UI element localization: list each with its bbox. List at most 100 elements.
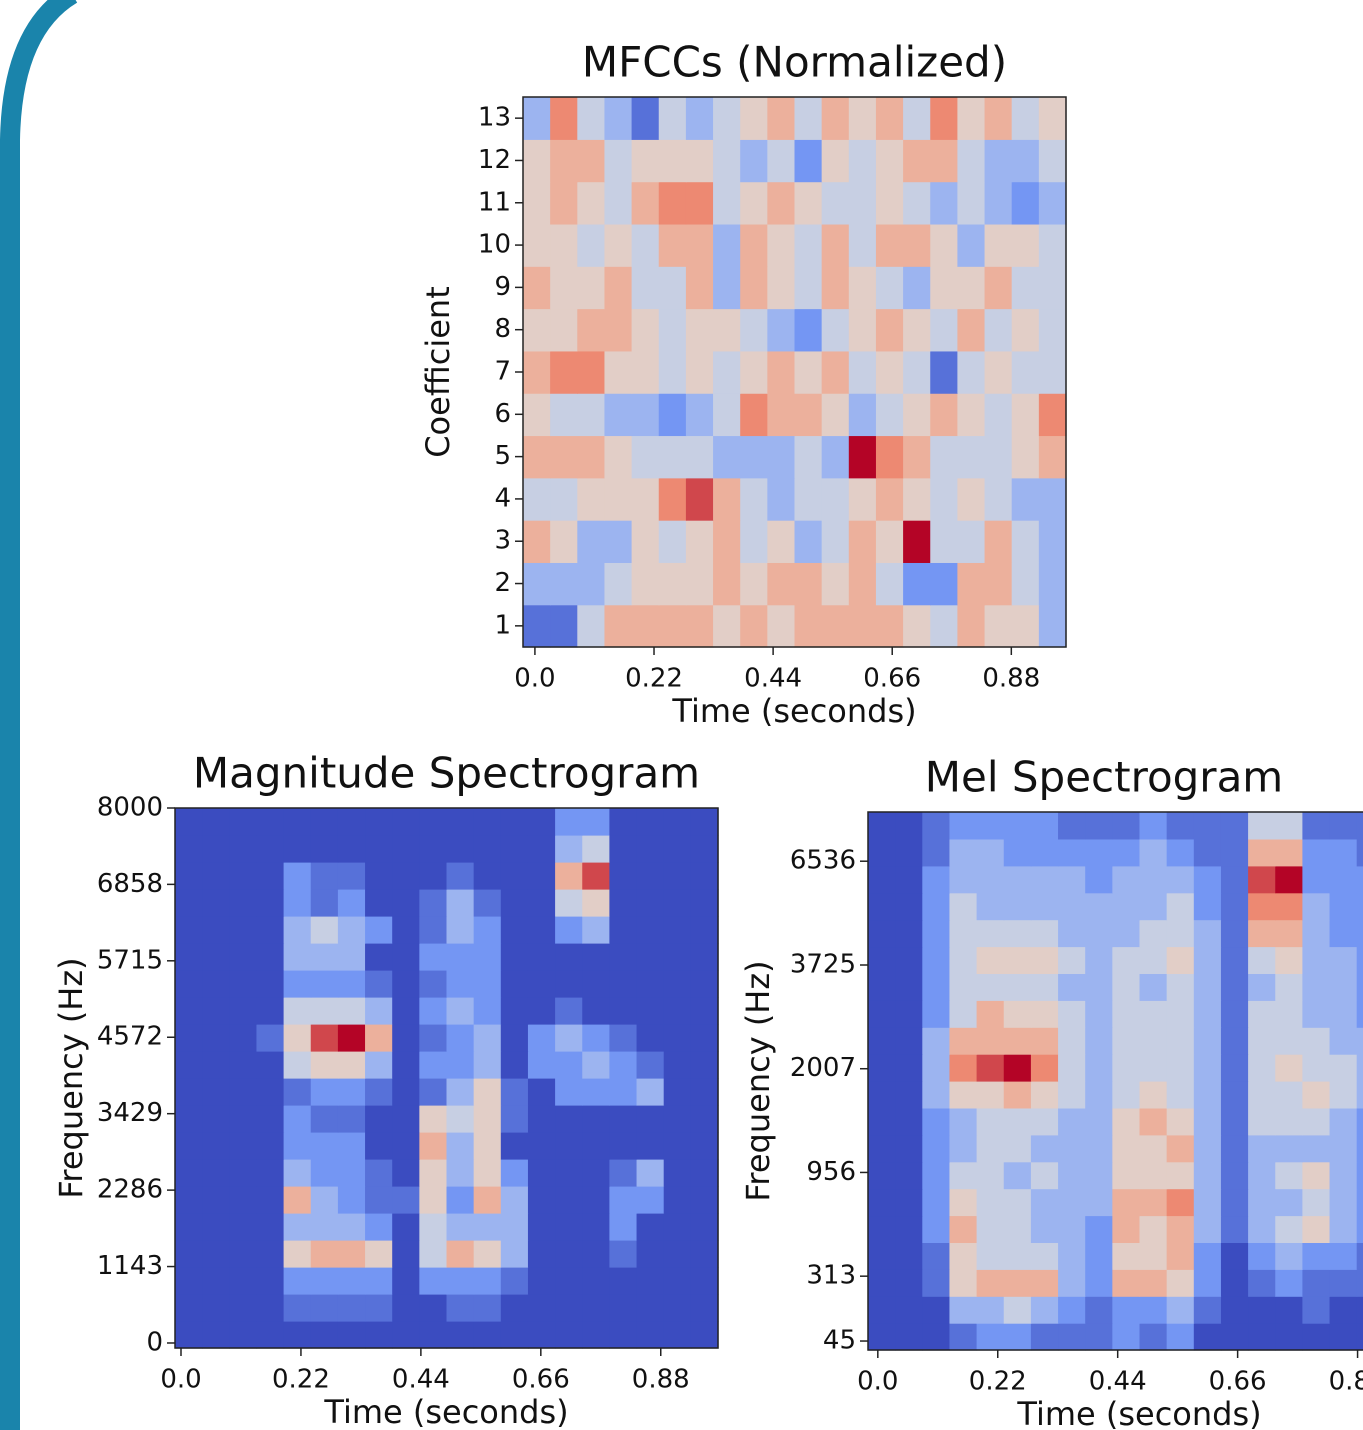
heatmap-cell: [1112, 892, 1141, 921]
heatmap-cell: [1248, 1027, 1276, 1055]
heatmap-cell: [1302, 1081, 1331, 1109]
heatmap-cell: [527, 1321, 556, 1349]
heatmap-cell: [663, 970, 692, 998]
heatmap-cell: [1085, 812, 1113, 840]
heatmap-cell: [365, 808, 393, 836]
heatmap-cell: [984, 350, 1013, 394]
heatmap-cell: [604, 139, 633, 183]
heatmap-cell: [930, 97, 958, 140]
heatmap-cell: [957, 181, 986, 225]
heatmap-cell: [1248, 1134, 1276, 1163]
heatmap-cell: [1329, 812, 1358, 840]
heatmap-cell: [1085, 919, 1113, 948]
heatmap-cell: [1248, 812, 1276, 840]
heatmap-cell: [1356, 1296, 1363, 1324]
heatmap-cell: [1058, 973, 1086, 1001]
heatmap-cell: [1139, 1081, 1168, 1109]
heatmap-cell: [229, 1213, 258, 1241]
heatmap-cell: [658, 97, 687, 140]
heatmap-cell: [473, 1132, 502, 1160]
heatmap-cell: [419, 835, 448, 863]
heatmap-cell: [957, 393, 986, 437]
heatmap-cell: [609, 1294, 638, 1322]
heatmap-cell: [1038, 435, 1067, 479]
heatmap-cell: [740, 350, 768, 394]
y-tick-label: 9: [494, 272, 511, 302]
heatmap-cell: [392, 1105, 420, 1133]
heatmap-cell: [1356, 1242, 1363, 1270]
heatmap-cell: [202, 1294, 230, 1322]
heatmap-cell: [794, 181, 823, 225]
heatmap-cell: [550, 266, 578, 310]
heatmap-cell: [283, 1024, 312, 1052]
heatmap-cell: [848, 562, 877, 606]
y-tick-label: 6536: [790, 846, 856, 876]
heatmap-cell: [1058, 1054, 1086, 1082]
heatmap-cell: [636, 808, 665, 836]
heatmap-cell: [1302, 1000, 1331, 1028]
heatmap-cell: [229, 835, 258, 863]
heatmap-cell: [500, 916, 529, 944]
heatmap-cell: [690, 1024, 719, 1052]
heatmap-cell: [895, 1323, 923, 1351]
heatmap-cell: [875, 266, 904, 310]
heatmap-cell: [446, 997, 475, 1025]
heatmap-cell: [310, 1051, 339, 1079]
heatmap-cell: [794, 477, 823, 521]
heatmap-cell: [555, 1294, 583, 1322]
heatmap-cell: [1220, 1027, 1249, 1055]
heatmap-cell: [713, 181, 741, 225]
heatmap-cell: [949, 1296, 978, 1324]
heatmap-cell: [1085, 1054, 1113, 1082]
heatmap-cell: [229, 1051, 258, 1079]
heatmap-cell: [1058, 812, 1086, 840]
heatmap-cell: [1275, 1000, 1303, 1028]
heatmap-cell: [523, 435, 551, 479]
heatmap-cell: [984, 181, 1013, 225]
heatmap-cell: [663, 1051, 692, 1079]
heatmap-cell: [500, 835, 529, 863]
heatmap-cell: [609, 1213, 638, 1241]
heatmap-cell: [1085, 1296, 1113, 1324]
heatmap-cell: [1011, 435, 1040, 479]
heatmap-cell: [690, 1267, 719, 1295]
heatmap-cell: [658, 139, 687, 183]
heatmap-cell: [283, 1132, 312, 1160]
heatmap-cell: [283, 1267, 312, 1295]
heatmap-cell: [229, 808, 258, 836]
heatmap-cell: [310, 1105, 339, 1133]
heatmap-cell: [922, 1161, 951, 1190]
heatmap-cell: [229, 1105, 258, 1133]
heatmap-cell: [868, 946, 896, 974]
heatmap-cell: [365, 916, 393, 944]
heatmap-cell: [500, 1267, 529, 1295]
heatmap-cell: [365, 835, 393, 863]
heatmap-cell: [1248, 1161, 1276, 1190]
heatmap-cell: [713, 139, 741, 183]
heatmap-cell: [868, 1000, 896, 1028]
heatmap-cell: [1302, 865, 1331, 894]
heatmap-cell: [794, 562, 823, 606]
heatmap-cell: [1329, 1134, 1358, 1163]
heatmap-cell: [310, 1321, 339, 1349]
heatmap-cell: [609, 1051, 638, 1079]
heatmap-cell: [631, 181, 660, 225]
heatmap-cell: [658, 181, 687, 225]
chart-title: Magnitude Spectrogram: [193, 749, 700, 798]
heatmap-cell: [658, 308, 687, 352]
x-tick-label: 0.22: [625, 664, 683, 694]
heatmap-cell: [1329, 1188, 1358, 1217]
heatmap-cell: [446, 1213, 475, 1241]
heatmap-cell: [1166, 1081, 1195, 1109]
heatmap-cell: [527, 1267, 556, 1295]
heatmap-cell: [175, 1078, 203, 1106]
heatmap-cell: [663, 808, 692, 836]
heatmap-cell: [1275, 1081, 1303, 1109]
heatmap-cell: [310, 1267, 339, 1295]
heatmap-cell: [868, 1081, 896, 1109]
heatmap-cell: [523, 223, 551, 267]
heatmap-cell: [690, 1213, 719, 1241]
y-tick-label: 13: [478, 103, 511, 133]
heatmap-cell: [949, 1134, 978, 1163]
heatmap-cell: [1275, 1323, 1303, 1351]
